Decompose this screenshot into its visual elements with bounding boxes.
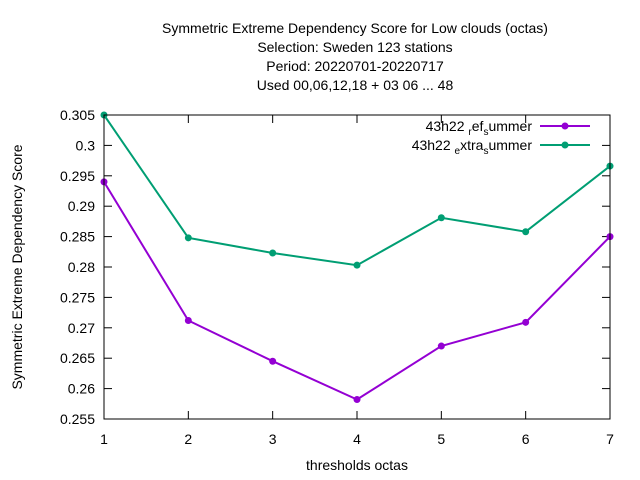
- y-tick-label: 0.305: [60, 107, 95, 123]
- y-tick-label: 0.26: [68, 381, 95, 397]
- y-tick-label: 0.27: [68, 320, 95, 336]
- y-axis-label: Symmetric Extreme Dependency Score: [9, 144, 25, 389]
- legend-label-part: r: [468, 127, 472, 138]
- y-tick-label: 0.3: [76, 137, 96, 153]
- legend-label-part: s: [483, 146, 488, 157]
- y-tick-label: 0.265: [60, 350, 95, 366]
- data-point: [353, 261, 361, 269]
- x-axis-label: thresholds octas: [306, 457, 408, 473]
- x-tick-label: 3: [269, 431, 277, 447]
- legend-entry-1: 43h22 refsummer: [426, 118, 590, 138]
- legend-label-part: ummer: [488, 118, 532, 134]
- y-tick-label: 0.295: [60, 168, 95, 184]
- x-tick-label: 2: [184, 431, 192, 447]
- title-line-1: Symmetric Extreme Dependency Score for L…: [162, 20, 548, 36]
- data-point: [269, 249, 277, 257]
- data-point: [353, 396, 361, 404]
- data-point: [522, 228, 530, 236]
- data-point: [437, 342, 445, 350]
- axis-ticks: 0.255 0.26 0.265 0.27 0.275 0.28 0.285 0.29 0.29…: [60, 107, 614, 447]
- title-line-4: Used 00,06,12,18 + 03 06 ... 48: [257, 77, 454, 93]
- series-line-2: [103, 114, 611, 267]
- legend-marker: [561, 122, 569, 130]
- series-group: [100, 111, 614, 404]
- legend-entry-2: 43h22 extrasummer: [412, 137, 590, 157]
- data-point: [184, 234, 192, 242]
- legend-label: 43h22 refsummer: [426, 118, 533, 138]
- x-tick-label: 6: [522, 431, 530, 447]
- series-line-1: [103, 181, 611, 401]
- title-line-3: Period: 20220701-20220717: [266, 58, 444, 74]
- y-tick-label: 0.285: [60, 229, 95, 245]
- legend-label-part: s: [483, 127, 488, 138]
- x-tick-label: 7: [606, 431, 614, 447]
- title-line-2: Selection: Sweden 123 stations: [257, 39, 452, 55]
- y-tick-label: 0.28: [68, 259, 95, 275]
- legend-marker: [561, 141, 569, 149]
- legend-label-part: e: [455, 146, 461, 157]
- x-tick-label: 5: [437, 431, 445, 447]
- legend-label: 43h22 extrasummer: [412, 137, 533, 157]
- data-point: [269, 357, 277, 365]
- legend-label-part: xtra: [460, 137, 484, 153]
- legend-label-part: 43h22: [426, 118, 469, 134]
- legend-label-part: ummer: [488, 137, 532, 153]
- data-point: [184, 317, 192, 325]
- x-tick-label: 1: [100, 431, 108, 447]
- y-tick-label: 0.29: [68, 198, 95, 214]
- y-tick-label: 0.255: [60, 411, 95, 427]
- legend-label-part: 43h22: [412, 137, 455, 153]
- plot-frame: [103, 114, 611, 420]
- x-tick-label: 4: [353, 431, 361, 447]
- data-point: [437, 214, 445, 222]
- y-tick-label: 0.275: [60, 289, 95, 305]
- legend-label-part: ef: [472, 118, 484, 134]
- chart-title: Symmetric Extreme Dependency Score for L…: [162, 20, 548, 93]
- data-point: [522, 318, 530, 326]
